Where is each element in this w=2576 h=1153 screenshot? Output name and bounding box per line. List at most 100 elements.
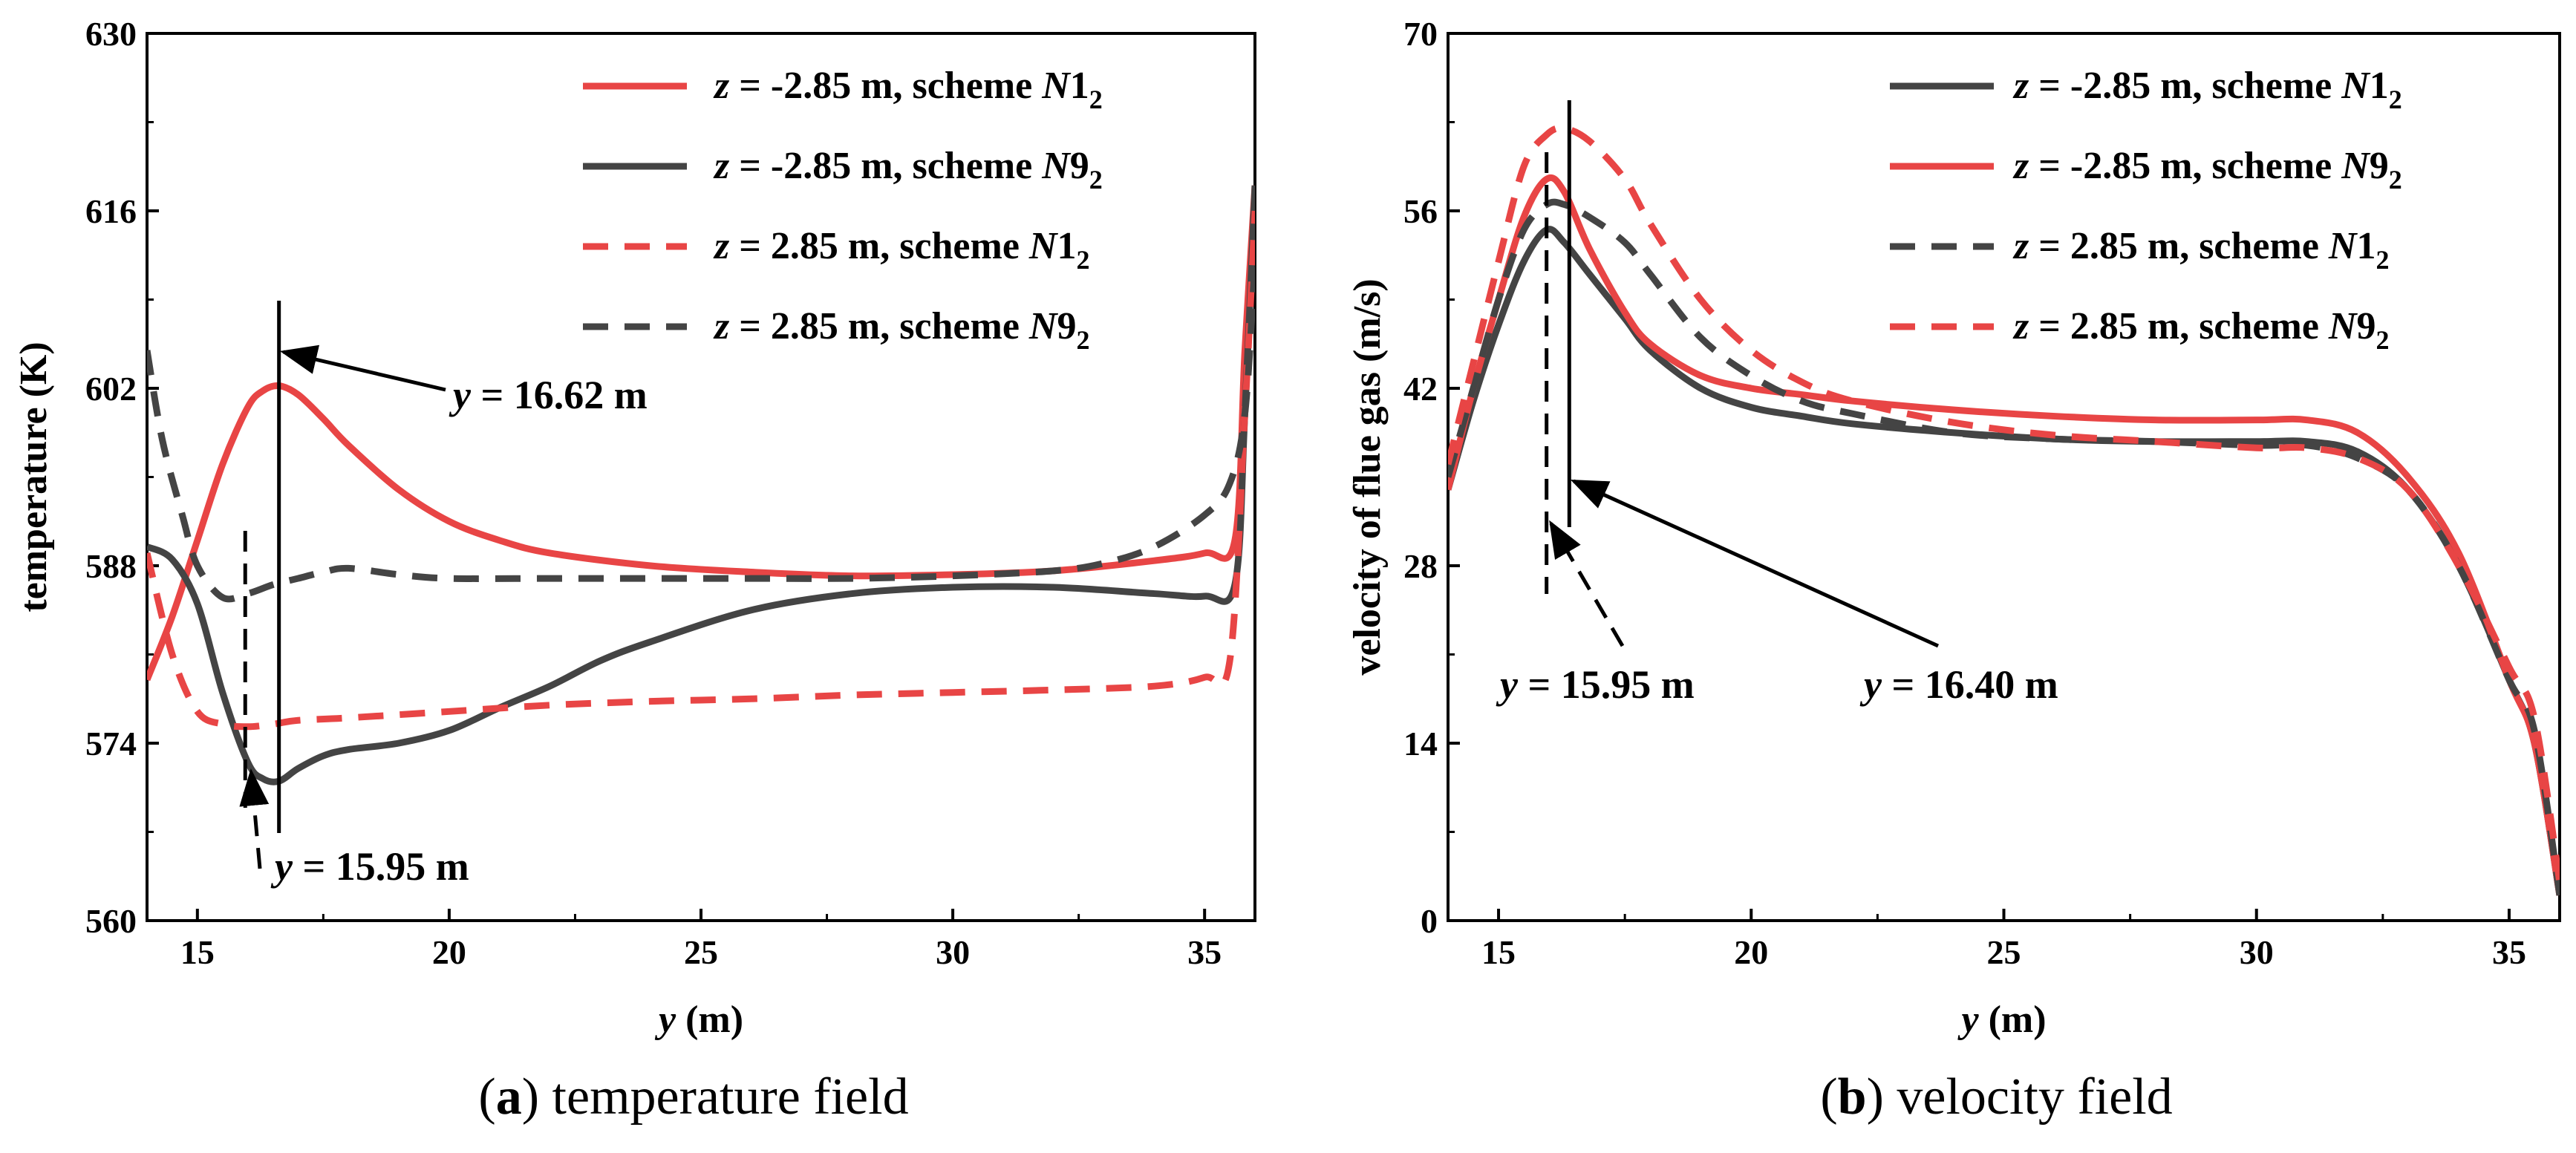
text-span: 2 bbox=[1089, 165, 1103, 195]
text-span: 2 bbox=[2376, 325, 2389, 355]
annotation-label: y = 15.95 m bbox=[270, 844, 469, 889]
text-span: ( bbox=[1820, 1068, 1837, 1126]
series-line-0 bbox=[1448, 226, 2560, 896]
legend-entry-1: z = -2.85 m, scheme N92 bbox=[2012, 145, 2402, 195]
annotation-label: y = 15.95 m bbox=[1496, 662, 1695, 707]
y-tick-label: 0 bbox=[1421, 902, 1438, 940]
y-axis-label: temperature (K) bbox=[13, 342, 55, 612]
series-line-1 bbox=[1448, 174, 2560, 896]
x-tick-label: 15 bbox=[1481, 933, 1516, 971]
text-span: N bbox=[2341, 145, 2371, 187]
text-span: y bbox=[1957, 999, 1979, 1041]
series-line-2 bbox=[1448, 198, 2560, 896]
text-span: N bbox=[1028, 305, 1059, 347]
velocity-chart: 0 14 28 42 56 70 15 20 25 30 35 y (m) velocity of fl… bbox=[1346, 15, 2561, 1126]
annotation-label: y = 16.40 m bbox=[1859, 662, 2058, 707]
text-span: = -2.85 m, scheme bbox=[729, 145, 1042, 187]
chart-caption: (b) velocity field bbox=[1820, 1068, 2172, 1126]
text-span: y bbox=[270, 844, 293, 889]
text-span: 1 bbox=[1057, 225, 1076, 267]
text-span: = -2.85 m, scheme bbox=[2029, 65, 2341, 107]
text-span: velocity field bbox=[1884, 1068, 2173, 1126]
annotation-label: y = 16.62 m bbox=[449, 373, 648, 417]
text-span: = 2.85 m, scheme bbox=[729, 225, 1029, 267]
text-span: = 15.95 m bbox=[293, 844, 469, 889]
text-span: y bbox=[1496, 662, 1519, 707]
text-span: N bbox=[1041, 145, 1072, 187]
text-span: z bbox=[2012, 225, 2029, 267]
legend-entry-0: z = -2.85 m, scheme N12 bbox=[713, 65, 1103, 114]
annotation-arrow bbox=[239, 768, 270, 869]
x-axis-label: y (m) bbox=[1957, 999, 2046, 1041]
x-tick-label: 20 bbox=[432, 933, 466, 971]
y-tick-label: 42 bbox=[1403, 370, 1438, 408]
text-span: = 16.40 m bbox=[1882, 662, 2058, 707]
x-tick-label: 35 bbox=[2492, 933, 2526, 971]
legend-entry-2: z = 2.85 m, scheme N12 bbox=[2012, 225, 2389, 275]
text-span: 2 bbox=[2376, 245, 2389, 275]
x-tick-label: 15 bbox=[180, 933, 215, 971]
text-span: z bbox=[713, 305, 730, 347]
text-span bbox=[676, 999, 685, 1041]
legend-entry-0: z = -2.85 m, scheme N12 bbox=[2012, 65, 2402, 114]
text-span: z bbox=[713, 145, 730, 187]
text-span: 2 bbox=[1076, 325, 1089, 355]
series-line-3 bbox=[147, 261, 1255, 603]
series-line-3 bbox=[1448, 125, 2560, 883]
x-axis-label: y (m) bbox=[654, 999, 743, 1041]
chart-caption: (a) temperature field bbox=[478, 1068, 908, 1126]
annotation-arrow bbox=[1570, 479, 1940, 648]
text-span: a bbox=[496, 1068, 522, 1126]
text-span: 1 bbox=[2370, 65, 2389, 107]
y-tick-label: 560 bbox=[85, 902, 137, 940]
y-tick-label: 56 bbox=[1403, 192, 1438, 230]
text-span: N bbox=[1041, 65, 1072, 107]
text-span: 2 bbox=[2389, 85, 2402, 114]
text-span: z bbox=[2012, 305, 2029, 347]
text-span: 9 bbox=[1070, 145, 1089, 187]
text-span: = -2.85 m, scheme bbox=[729, 65, 1042, 107]
text-span: 1 bbox=[1070, 65, 1089, 107]
x-tick-label: 25 bbox=[1987, 933, 2021, 971]
text-span: N bbox=[2328, 225, 2358, 267]
text-span: = 15.95 m bbox=[1518, 662, 1695, 707]
text-span: y bbox=[654, 999, 676, 1041]
series-group bbox=[1448, 125, 2560, 896]
text-span: 9 bbox=[1057, 305, 1076, 347]
temperature-chart: 560 574 588 602 616 630 15 20 25 30 35 y (m) tempera… bbox=[13, 15, 1256, 1126]
legend-entry-2: z = 2.85 m, scheme N12 bbox=[713, 225, 1089, 275]
text-span: N bbox=[1028, 225, 1059, 267]
legend-entry-3: z = 2.85 m, scheme N92 bbox=[713, 305, 1089, 355]
text-span: N bbox=[2328, 305, 2358, 347]
y-tick-label: 14 bbox=[1403, 725, 1438, 762]
y-tick-label: 602 bbox=[85, 370, 137, 408]
series-line-1 bbox=[147, 185, 1255, 785]
text-span: 1 bbox=[2356, 225, 2376, 267]
text-span: 2 bbox=[2389, 165, 2402, 195]
text-span: z bbox=[2012, 145, 2029, 187]
x-tick-label: 30 bbox=[936, 933, 970, 971]
text-span: = -2.85 m, scheme bbox=[2029, 145, 2341, 187]
text-span: z bbox=[2012, 65, 2029, 107]
y-tick-label: 28 bbox=[1403, 547, 1438, 585]
text-span: 9 bbox=[2356, 305, 2376, 347]
text-span: = 16.62 m bbox=[471, 373, 648, 417]
text-span: = 2.85 m, scheme bbox=[2029, 225, 2329, 267]
text-span: y bbox=[449, 373, 472, 417]
y-tick-label: 616 bbox=[85, 192, 137, 230]
y-tick-label: 630 bbox=[85, 15, 137, 53]
text-span bbox=[1979, 999, 1989, 1041]
annotation-arrow bbox=[1549, 520, 1625, 647]
x-tick-label: 35 bbox=[1187, 933, 1222, 971]
text-span: 2 bbox=[1076, 245, 1089, 275]
text-span: b bbox=[1838, 1068, 1867, 1126]
text-span: ) bbox=[522, 1068, 539, 1126]
x-tick-label: 25 bbox=[684, 933, 718, 971]
text-span: 2 bbox=[1089, 85, 1103, 114]
text-span: y bbox=[1859, 662, 1882, 707]
y-axis-label: velocity of flue gas (m/s) bbox=[1346, 278, 1389, 675]
x-tick-label: 30 bbox=[2240, 933, 2274, 971]
text-span: ) bbox=[1867, 1068, 1884, 1126]
y-tick-label: 574 bbox=[85, 725, 137, 762]
